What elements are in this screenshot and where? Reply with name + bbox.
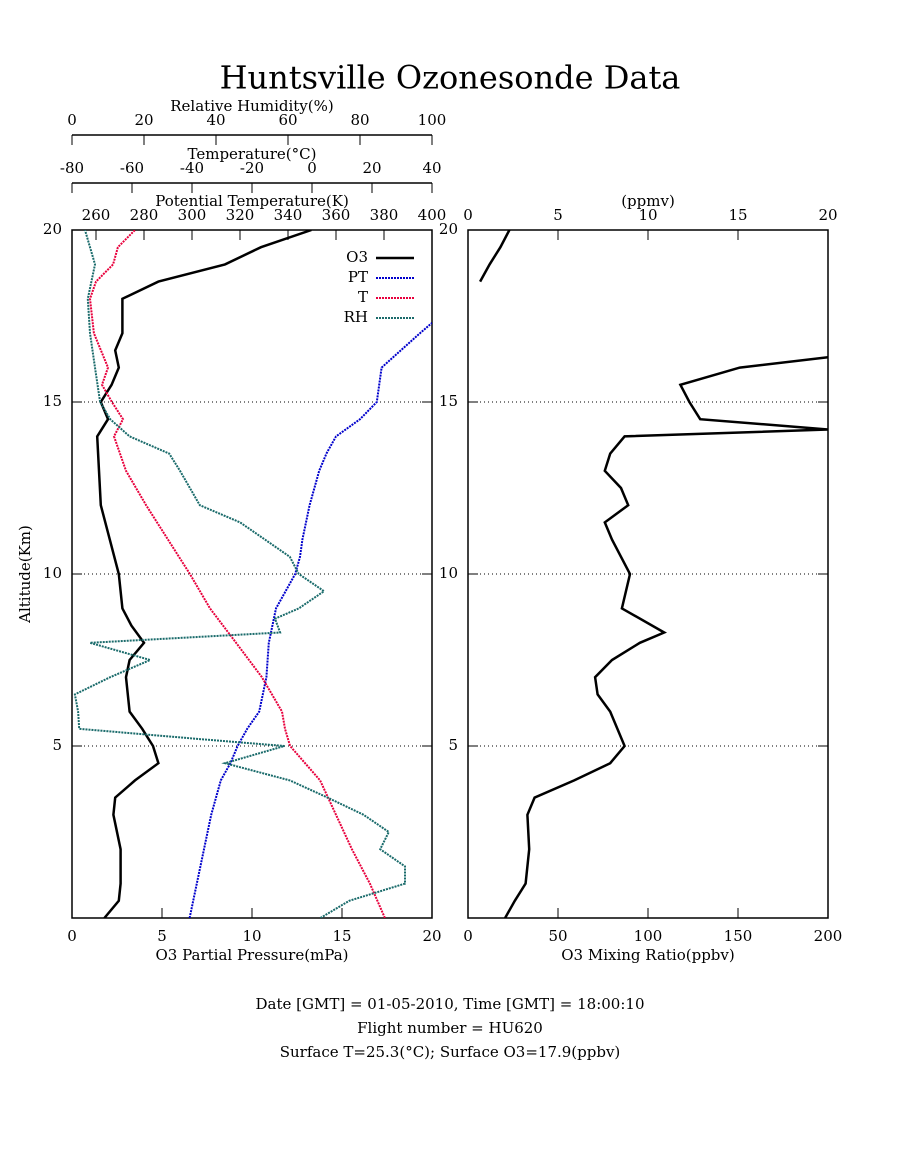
footer-line: Date [GMT] = 01-05-2010, Time [GMT] = 18…	[255, 995, 644, 1013]
x-tick-label: 200	[814, 927, 843, 945]
x-axis-label: (ppmv)	[621, 192, 675, 210]
y-tick-label: 20	[43, 220, 62, 238]
x-tick-label: 0	[67, 927, 77, 945]
x-tick-label: -80	[60, 159, 84, 177]
x-tick-label: 20	[134, 111, 153, 129]
x-tick-label: 0	[463, 927, 473, 945]
x-axis-label: O3 Mixing Ratio(ppbv)	[561, 946, 734, 964]
x-tick-label: 340	[274, 206, 303, 224]
x-tick-label: 60	[278, 111, 297, 129]
x-axis-label: Potential Temperature(K)	[155, 192, 349, 210]
legend-label: T	[358, 288, 368, 306]
x-tick-label: 280	[130, 206, 159, 224]
x-tick-label: 400	[418, 206, 447, 224]
x-tick-label: -40	[180, 159, 204, 177]
x-tick-label: 20	[818, 206, 837, 224]
x-tick-label: 50	[548, 927, 567, 945]
x-tick-label: -60	[120, 159, 144, 177]
series-line	[95, 230, 312, 918]
x-axis-label: O3 Partial Pressure(mPa)	[155, 946, 348, 964]
series-line	[88, 230, 386, 918]
x-tick-label: 20	[362, 159, 381, 177]
y-tick-label: 5	[448, 736, 458, 754]
x-tick-label: 0	[307, 159, 317, 177]
legend-label: O3	[346, 248, 368, 266]
y-tick-label: 10	[439, 564, 458, 582]
x-tick-label: 80	[350, 111, 369, 129]
x-tick-label: 5	[553, 206, 563, 224]
x-tick-label: 360	[322, 206, 351, 224]
y-tick-label: 10	[43, 564, 62, 582]
x-tick-label: 320	[226, 206, 255, 224]
x-tick-label: 20	[422, 927, 441, 945]
y-tick-label: 15	[43, 392, 62, 410]
y-tick-label: 20	[439, 220, 458, 238]
x-tick-label: 40	[422, 159, 441, 177]
x-tick-label: 150	[724, 927, 753, 945]
y-tick-label: 5	[52, 736, 62, 754]
legend-label: PT	[348, 268, 368, 286]
footer-line: Flight number = HU620	[357, 1019, 543, 1037]
x-tick-label: 10	[242, 927, 261, 945]
x-tick-label: 15	[332, 927, 351, 945]
x-tick-label: 380	[370, 206, 399, 224]
x-tick-label: 10	[638, 206, 657, 224]
footer-line: Surface T=25.3(°C); Surface O3=17.9(ppbv…	[280, 1043, 621, 1061]
x-tick-label: 300	[178, 206, 207, 224]
x-tick-label: -20	[240, 159, 264, 177]
legend-label: RH	[344, 308, 368, 326]
y-axis-label: Altitude(Km)	[16, 525, 34, 624]
x-axis-label: Temperature(°C)	[188, 145, 317, 163]
x-tick-label: 100	[418, 111, 447, 129]
x-tick-label: 100	[634, 927, 663, 945]
x-tick-label: 15	[728, 206, 747, 224]
x-tick-label: 260	[82, 206, 111, 224]
series-line	[73, 230, 406, 918]
x-tick-label: 40	[206, 111, 225, 129]
x-tick-label: 0	[67, 111, 77, 129]
x-axis-label: Relative Humidity(%)	[170, 97, 333, 115]
chart-title: Huntsville Ozonesonde Data	[220, 59, 681, 97]
y-tick-label: 15	[439, 392, 458, 410]
x-tick-label: 0	[463, 206, 473, 224]
series-line	[188, 322, 432, 918]
x-tick-label: 5	[157, 927, 167, 945]
series-line	[479, 230, 828, 918]
